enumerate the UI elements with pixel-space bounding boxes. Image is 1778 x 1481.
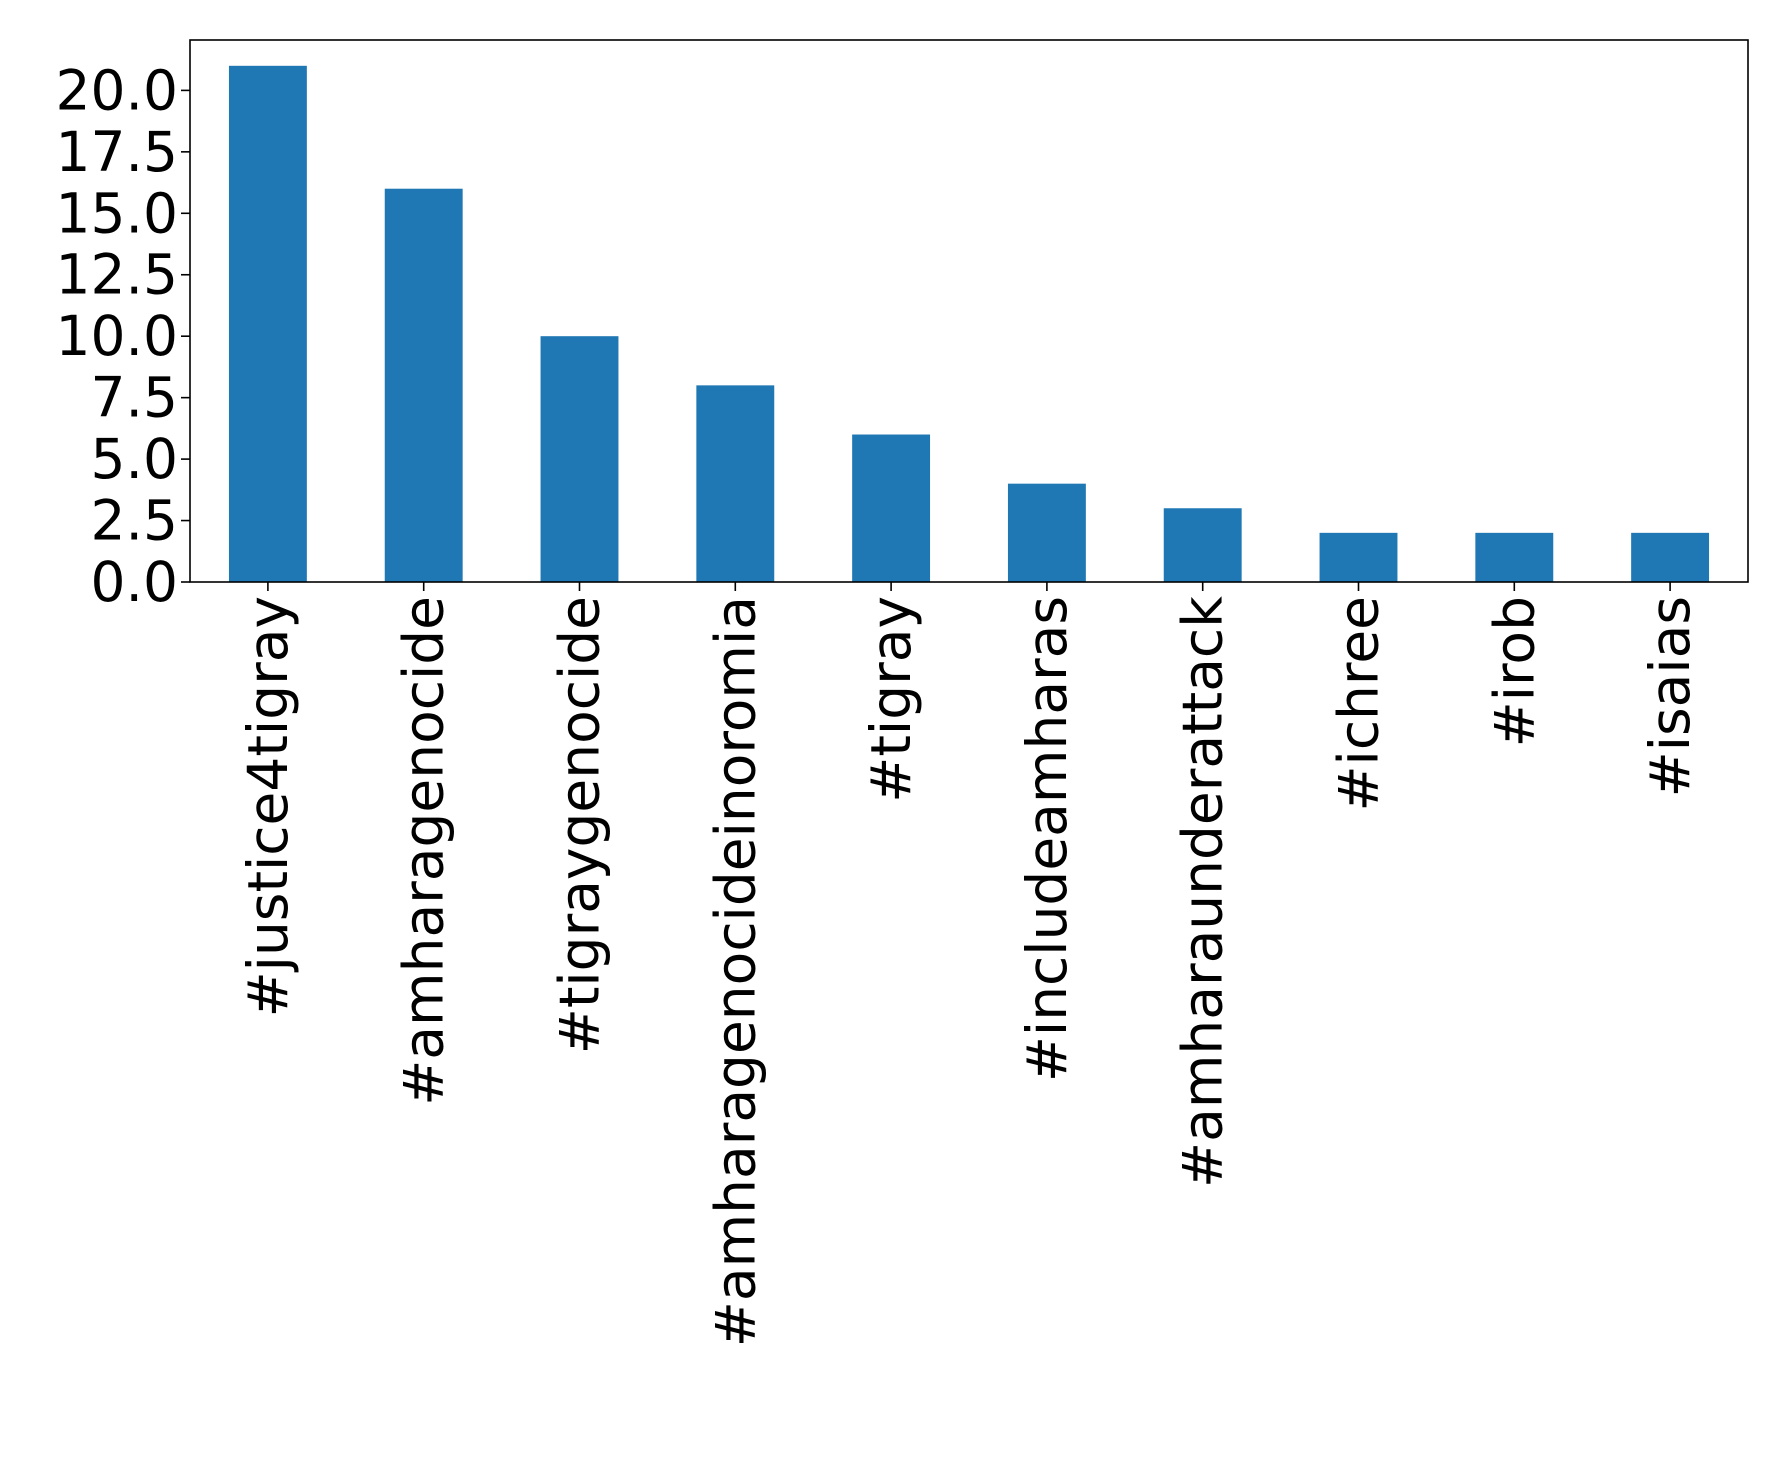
x-tick-label: #includeamharas	[1015, 596, 1079, 1082]
y-tick-label: 17.5	[56, 120, 178, 184]
bar-9	[1631, 532, 1710, 582]
x-tick-label: #tigraygenocide	[548, 596, 612, 1054]
bars-group	[228, 65, 1710, 583]
y-tick-label: 15.0	[56, 181, 178, 245]
bar-4	[852, 434, 931, 582]
bar-0	[228, 65, 307, 583]
plot-frame	[189, 39, 1749, 583]
x-tick-label: #amharagenocideinoromia	[703, 596, 767, 1347]
y-tick-label: 12.5	[56, 243, 178, 307]
x-tick-label: #amharaunderattack	[1171, 596, 1235, 1188]
x-axis: #justice4tigray #amharagenocide #tigraygen…	[236, 582, 1702, 1347]
y-tick-label: 7.5	[91, 366, 178, 430]
bar-7	[1319, 532, 1398, 582]
y-axis: 0.02.55.07.510.012.515.017.520.0	[56, 58, 190, 614]
bar-3	[696, 385, 775, 582]
x-tick-label: #amharagenocide	[392, 596, 456, 1106]
x-tick-label: #justice4tigray	[236, 596, 300, 1017]
x-tick-label: #isaias	[1638, 596, 1702, 797]
y-tick-label: 5.0	[91, 427, 178, 491]
bar-5	[1007, 483, 1086, 582]
x-tick-label: #tigray	[859, 596, 923, 803]
bar-6	[1163, 508, 1242, 582]
y-tick-label: 20.0	[56, 58, 178, 122]
y-tick-label: 10.0	[56, 304, 178, 368]
bar-1	[384, 188, 463, 582]
y-tick-label: 2.5	[91, 489, 178, 553]
y-tick-label: 0.0	[91, 550, 178, 614]
bar-2	[540, 336, 619, 582]
x-tick-label: #ichree	[1327, 596, 1391, 812]
bar-8	[1475, 532, 1554, 582]
x-tick-label: #irob	[1482, 596, 1546, 747]
